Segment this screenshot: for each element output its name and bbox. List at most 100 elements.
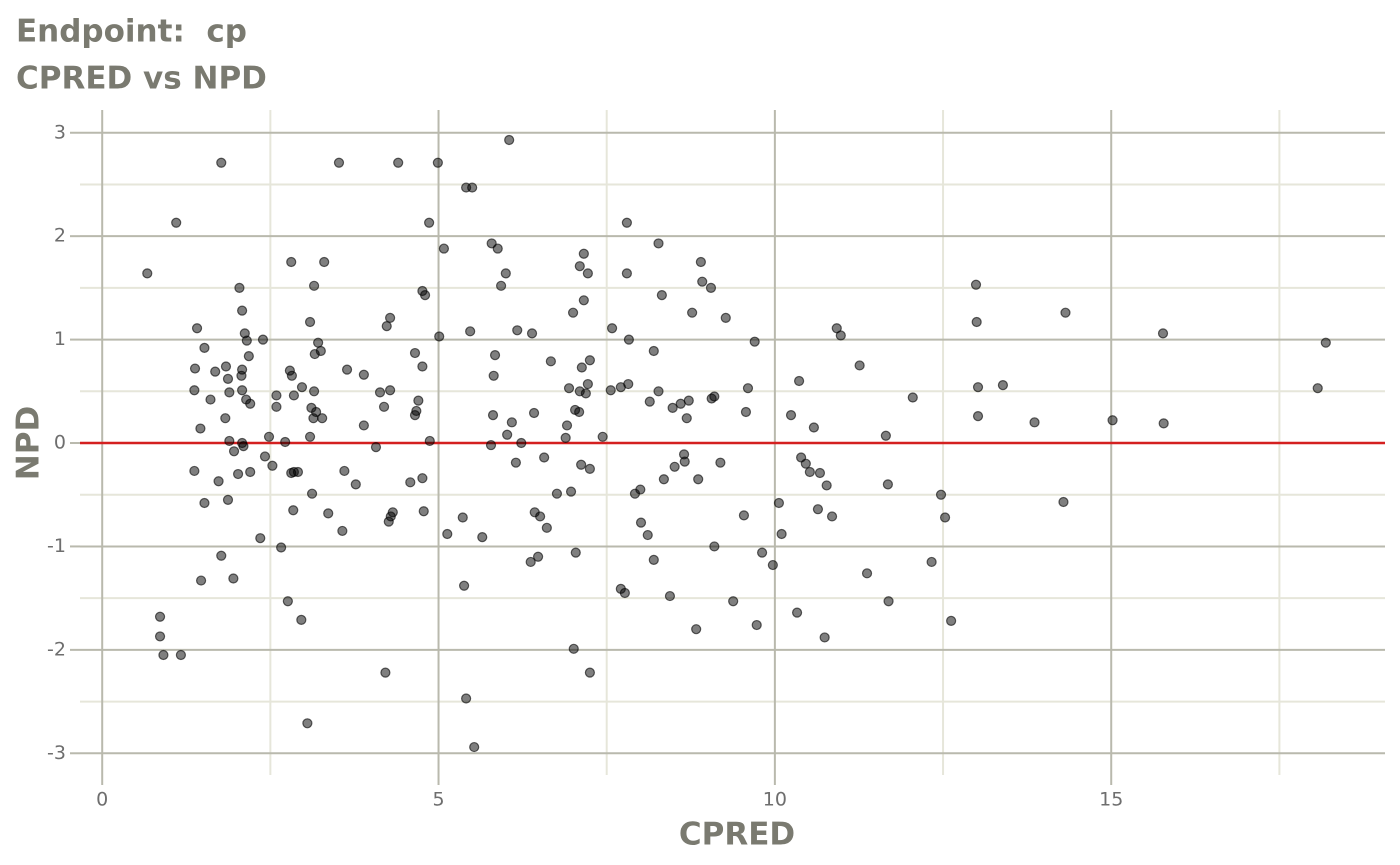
- point: [434, 331, 445, 342]
- point: [237, 364, 248, 375]
- point: [561, 420, 573, 431]
- point: [485, 439, 497, 451]
- point: [308, 280, 320, 291]
- point: [387, 507, 398, 518]
- point: [971, 316, 982, 328]
- point: [271, 401, 282, 412]
- point: [222, 373, 234, 384]
- point: [808, 422, 819, 433]
- x-tick-label: 10: [763, 789, 787, 811]
- point: [1058, 496, 1069, 508]
- point: [1107, 415, 1118, 426]
- point: [567, 307, 579, 318]
- point: [814, 467, 826, 479]
- point: [667, 402, 678, 413]
- point: [946, 615, 957, 627]
- point: [776, 528, 787, 540]
- point: [821, 480, 832, 491]
- point: [1157, 328, 1169, 339]
- point: [551, 488, 563, 499]
- point: [378, 401, 390, 412]
- point: [323, 508, 334, 519]
- point: [189, 465, 200, 477]
- point: [742, 383, 754, 394]
- point: [171, 217, 182, 228]
- point: [228, 573, 239, 584]
- point: [576, 459, 587, 470]
- point: [669, 461, 680, 472]
- point: [773, 497, 785, 509]
- point: [584, 463, 595, 474]
- point: [195, 423, 206, 434]
- point: [972, 411, 984, 422]
- point: [854, 360, 865, 371]
- point: [199, 342, 210, 353]
- point: [500, 268, 511, 279]
- point: [358, 369, 369, 380]
- point: [793, 375, 805, 387]
- point: [243, 351, 254, 362]
- point: [438, 243, 450, 254]
- x-tick-label: 5: [432, 789, 444, 811]
- point: [259, 451, 271, 462]
- point: [570, 547, 581, 558]
- y-tick-label: 3: [54, 121, 66, 143]
- point: [271, 390, 282, 401]
- point: [308, 386, 320, 397]
- point: [419, 290, 431, 301]
- point: [341, 364, 353, 375]
- point: [1320, 337, 1331, 348]
- point: [653, 238, 664, 249]
- point: [512, 325, 523, 336]
- point: [720, 312, 731, 323]
- point: [457, 512, 468, 523]
- point: [791, 607, 803, 618]
- point: [237, 305, 248, 316]
- point: [232, 468, 244, 480]
- point: [597, 431, 608, 442]
- point: [158, 649, 169, 661]
- point: [417, 361, 428, 372]
- chart-title: Endpoint: cp: [16, 14, 247, 50]
- point: [315, 345, 326, 357]
- point: [563, 383, 575, 394]
- point: [220, 413, 231, 424]
- point: [358, 420, 369, 431]
- point: [580, 388, 591, 399]
- point: [238, 441, 249, 452]
- point: [835, 330, 846, 341]
- point: [222, 494, 234, 505]
- point: [442, 528, 453, 540]
- x-tick-label: 0: [96, 789, 108, 811]
- point: [1312, 383, 1323, 394]
- point: [883, 596, 894, 607]
- point: [738, 510, 750, 521]
- point: [1060, 307, 1071, 318]
- point: [504, 134, 515, 146]
- y-tick-label: -2: [47, 638, 66, 660]
- point: [339, 465, 350, 477]
- point: [506, 417, 517, 428]
- point: [313, 337, 324, 348]
- point: [693, 474, 704, 485]
- point: [576, 362, 587, 373]
- point: [1029, 417, 1040, 428]
- point: [216, 157, 227, 168]
- point: [237, 385, 248, 396]
- point: [142, 268, 153, 279]
- point: [972, 382, 984, 393]
- point: [935, 489, 947, 500]
- point: [495, 280, 507, 291]
- point: [380, 667, 391, 678]
- point: [525, 556, 536, 568]
- point: [709, 541, 720, 552]
- point: [280, 436, 291, 448]
- point: [578, 295, 589, 306]
- point: [644, 396, 655, 407]
- point: [199, 497, 210, 509]
- point: [584, 355, 595, 366]
- point: [424, 217, 435, 228]
- point: [234, 282, 245, 293]
- point: [432, 157, 443, 168]
